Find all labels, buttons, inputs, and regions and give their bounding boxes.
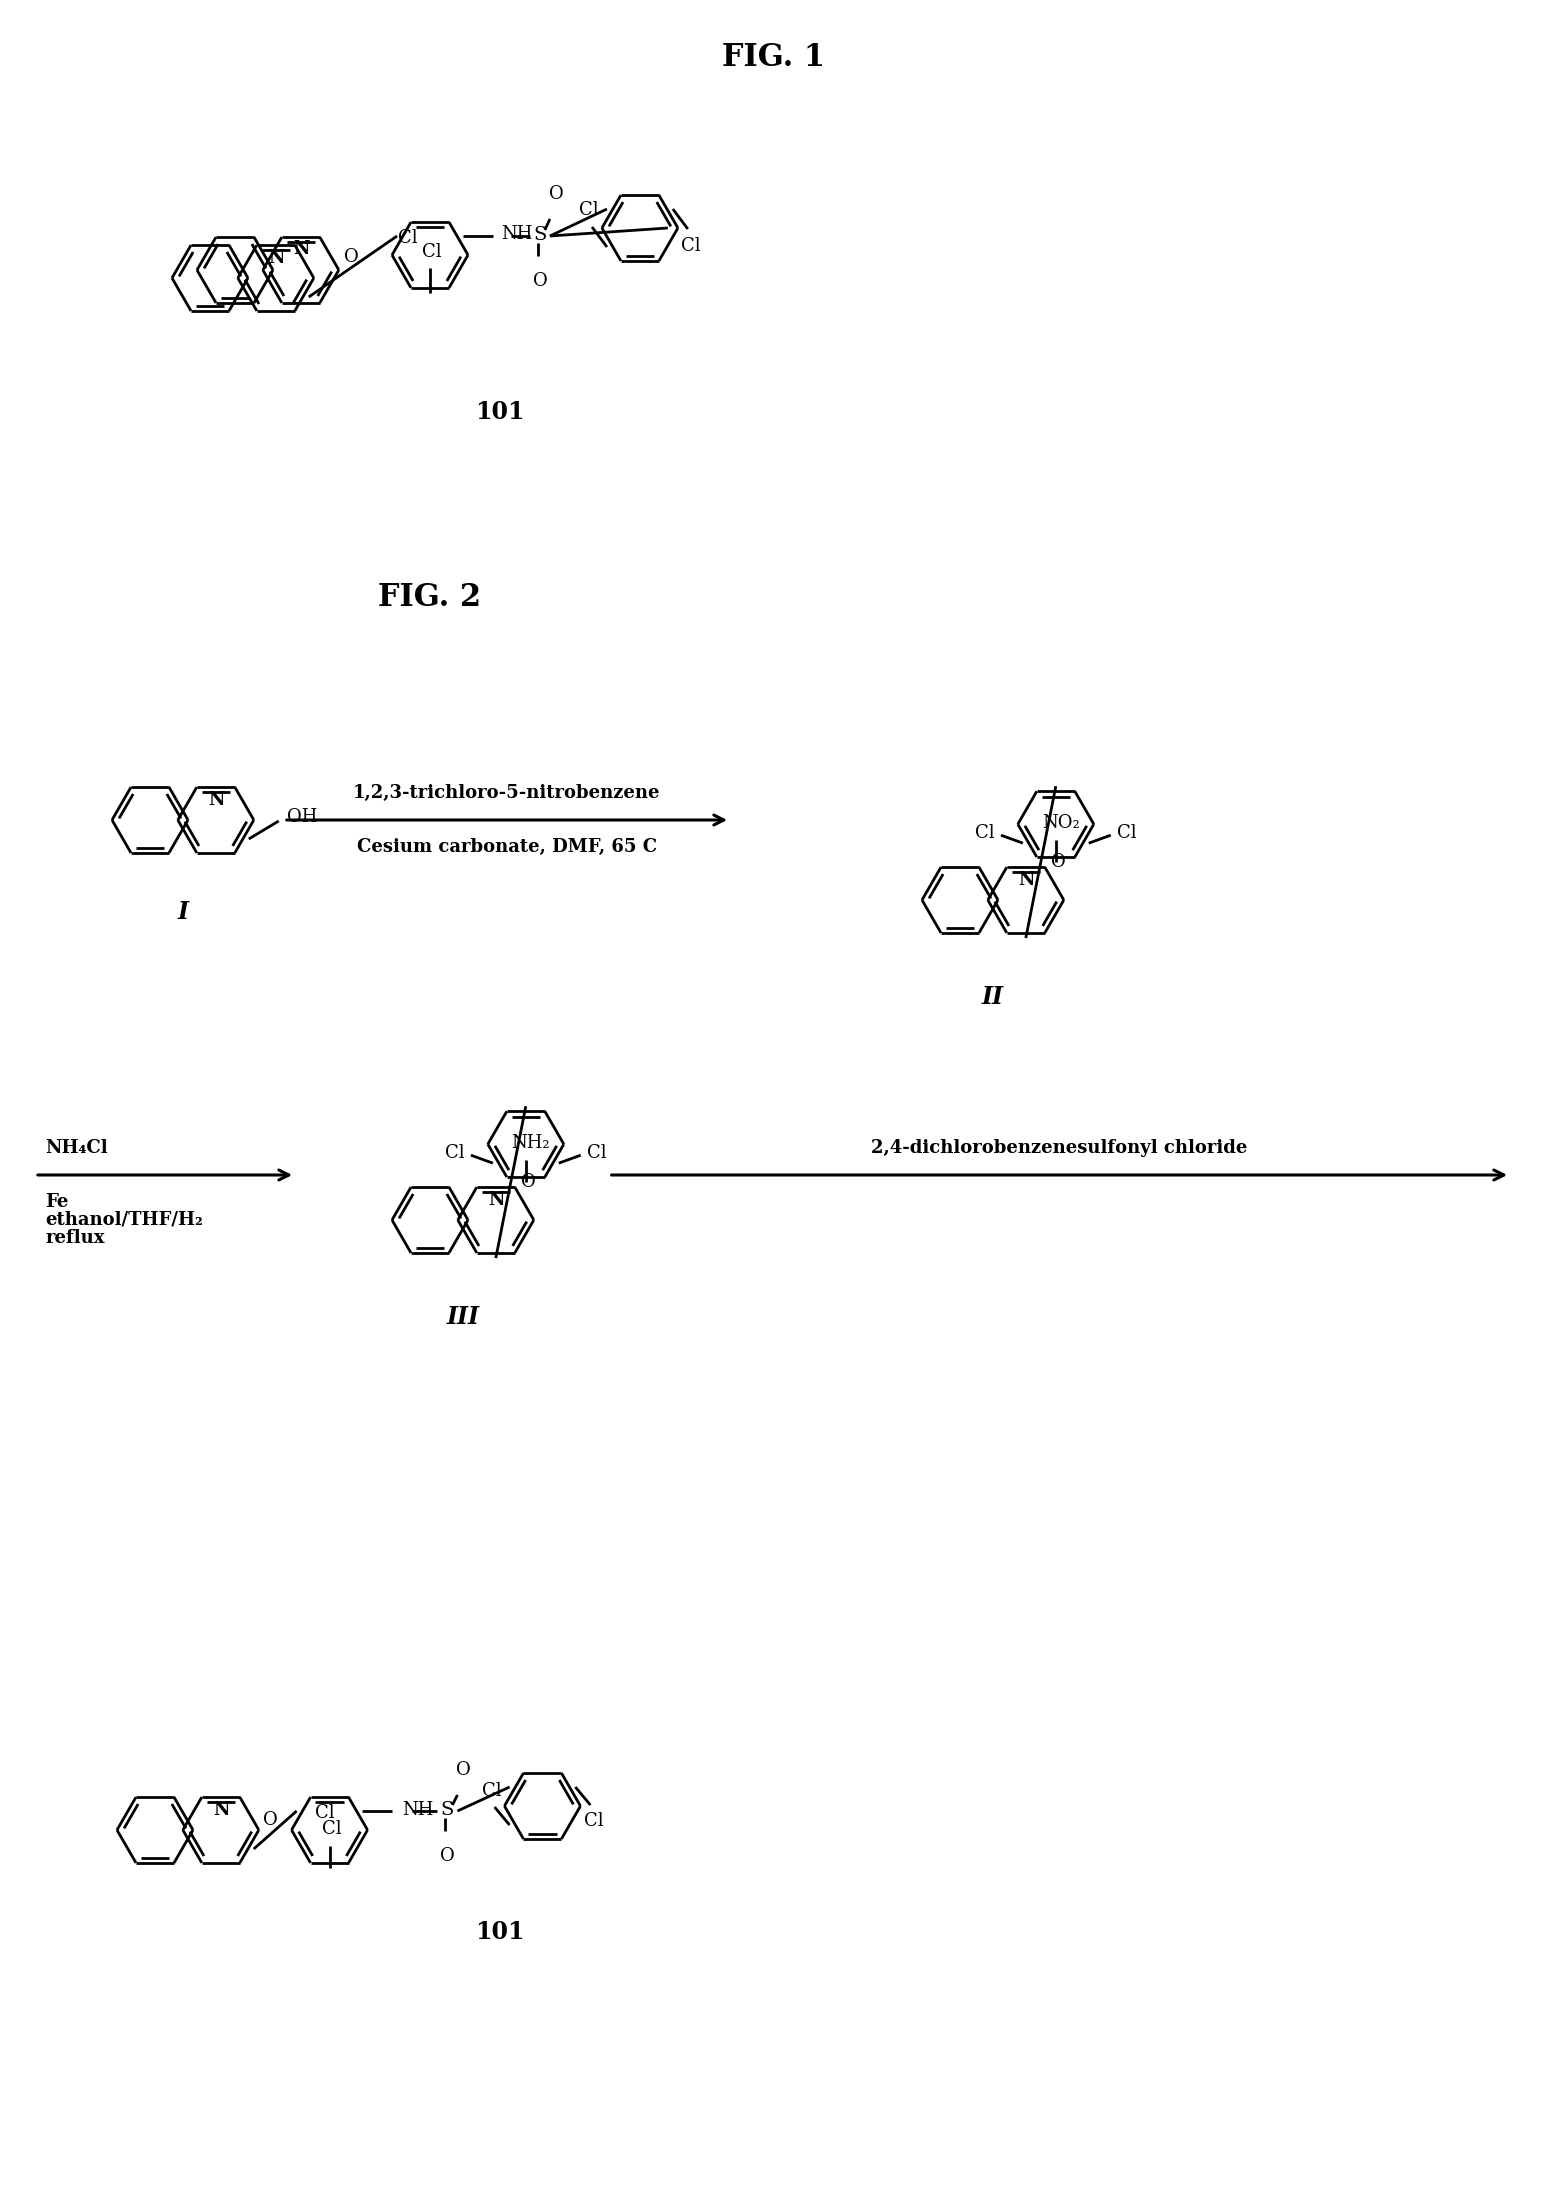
Text: Cl: Cl (445, 1145, 465, 1162)
Text: N: N (489, 1191, 506, 1208)
Text: III: III (447, 1305, 479, 1329)
Text: Cl: Cl (976, 825, 996, 843)
Text: reflux: reflux (45, 1228, 105, 1248)
Text: S: S (533, 225, 547, 243)
Text: O: O (532, 271, 547, 289)
Text: S: S (441, 1802, 455, 1819)
Text: NH: NH (402, 1802, 434, 1819)
Text: Cl: Cl (587, 1145, 606, 1162)
Text: O: O (343, 247, 359, 265)
Text: Cl: Cl (583, 1812, 603, 1830)
Text: N: N (213, 1802, 230, 1819)
Text: Cl: Cl (422, 243, 442, 260)
Text: N: N (294, 241, 311, 258)
Text: FIG. 1: FIG. 1 (722, 42, 824, 72)
Text: 2,4-dichlorobenzenesulfonyl chloride: 2,4-dichlorobenzenesulfonyl chloride (872, 1138, 1248, 1158)
Text: FIG. 2: FIG. 2 (379, 582, 481, 613)
Text: NH₂: NH₂ (512, 1134, 550, 1151)
Text: Cl: Cl (399, 230, 417, 247)
Text: 1,2,3-trichloro-5-nitrobenzene: 1,2,3-trichloro-5-nitrobenzene (352, 784, 660, 801)
Text: I: I (178, 900, 189, 924)
Text: Cl: Cl (680, 236, 700, 254)
Text: O: O (441, 1848, 455, 1865)
Text: NH: NH (501, 225, 532, 243)
Text: O: O (263, 1810, 278, 1830)
Text: Cesium carbonate, DMF, 65 C: Cesium carbonate, DMF, 65 C (357, 838, 657, 856)
Text: O: O (456, 1760, 472, 1780)
Text: ethanol/THF/H₂: ethanol/THF/H₂ (45, 1211, 203, 1228)
Text: NH₄Cl: NH₄Cl (45, 1138, 108, 1158)
Text: Cl: Cl (1116, 825, 1136, 843)
Text: Cl: Cl (315, 1804, 334, 1821)
Text: II: II (982, 985, 1003, 1009)
Text: O: O (549, 186, 563, 204)
Text: Cl: Cl (322, 1819, 342, 1839)
Text: O: O (521, 1173, 535, 1191)
Text: Cl: Cl (482, 1782, 501, 1799)
Text: N: N (269, 250, 284, 267)
Text: N: N (1019, 871, 1036, 889)
Text: 101: 101 (475, 401, 524, 425)
Text: N: N (209, 790, 226, 810)
Text: 101: 101 (475, 1920, 524, 1944)
Text: NO₂: NO₂ (1042, 814, 1079, 832)
Text: O: O (1051, 854, 1065, 871)
Text: Fe: Fe (45, 1193, 68, 1211)
Text: OH: OH (286, 808, 317, 825)
Text: Cl: Cl (580, 201, 598, 219)
